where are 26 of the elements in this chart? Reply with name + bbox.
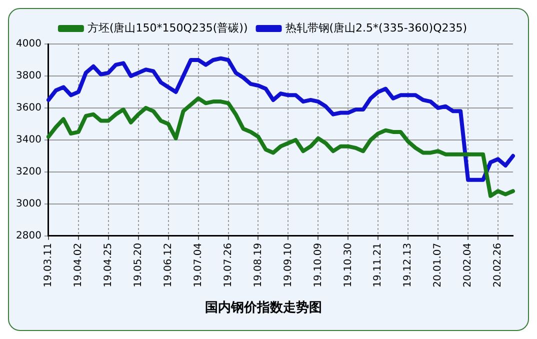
x-tick-label: 19.06.12 (162, 242, 174, 288)
x-tick-label: 20.02.04 (462, 242, 474, 288)
x-tick-label: 19.10.09 (312, 242, 324, 288)
x-tick-label: 19.10.30 (342, 242, 354, 288)
y-tick-label: 3600 (16, 102, 42, 114)
text: 国内钢价指数走势图 (205, 300, 322, 316)
y-tick-label: 2800 (16, 230, 42, 242)
y-tick-label: 3800 (16, 70, 42, 82)
y-tick-label: 3400 (16, 134, 42, 146)
x-tick-label: 19.05.20 (132, 242, 144, 288)
y-tick-label: 3200 (16, 166, 42, 178)
y-tick-label: 4000 (16, 38, 42, 50)
legend-label: 热轧带钢(唐山2.5*(335-360)Q235) (285, 21, 468, 34)
x-tick-label: 20.02.26 (492, 242, 504, 288)
x-tick-label: 19.12.13 (402, 242, 414, 288)
x-tick-label: 19.07.26 (222, 242, 234, 288)
legend-label: 方坯(唐山150*150Q235(普碳)) (87, 21, 248, 34)
x-tick-label: 19.11.21 (372, 242, 384, 288)
x-tick-label: 19.08.19 (252, 242, 264, 288)
x-tick-label: 19.04.02 (73, 242, 84, 288)
y-tick-label: 3000 (16, 198, 42, 210)
x-tick-label: 19.04.25 (102, 242, 114, 288)
x-tick-label: 20.01.07 (432, 242, 444, 288)
x-tick-label: 19.03.11 (43, 242, 54, 288)
x-tick-label: 19.07.04 (192, 242, 204, 288)
x-tick-label: 19.09.10 (282, 242, 294, 288)
